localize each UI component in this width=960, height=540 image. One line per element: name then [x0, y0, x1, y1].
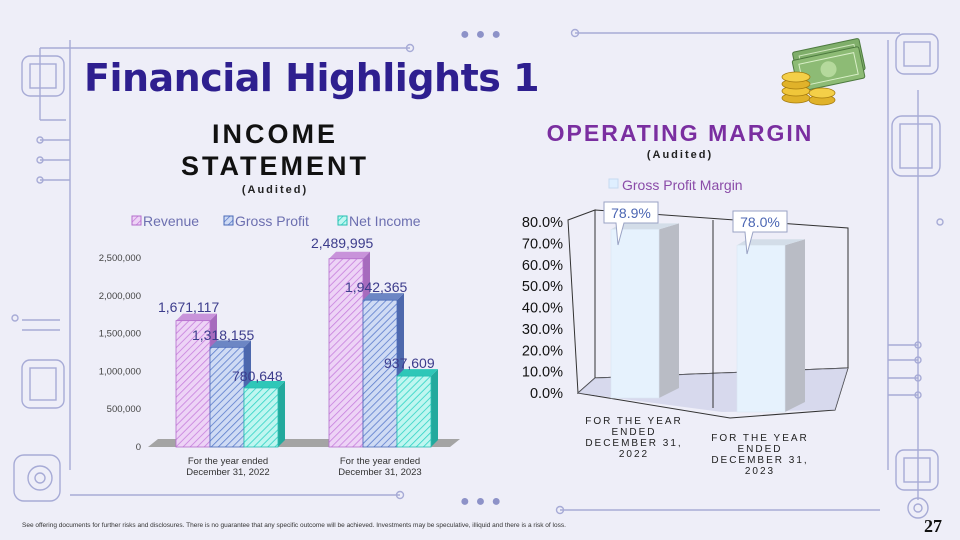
bar-top	[329, 251, 370, 259]
legend-swatch-revenue	[131, 215, 142, 226]
bar-face	[362, 299, 398, 448]
bar-face	[396, 375, 432, 448]
bar-top	[244, 380, 285, 388]
bar-net-income-1	[243, 380, 285, 448]
bar-top	[611, 223, 679, 230]
bar-face	[328, 258, 364, 448]
y-tick-label: 40.0%	[522, 301, 563, 317]
bar-side	[785, 239, 805, 412]
legend-swatch-net-income	[337, 215, 348, 226]
bar-top	[363, 293, 404, 301]
bar-face	[175, 320, 211, 448]
data-label-net-income: 937,609	[384, 355, 435, 371]
callout-text: 78.0%	[740, 214, 780, 230]
page-title: Financial Highlights 1	[84, 56, 540, 100]
operating-margin-heading: OPERATING MARGIN	[546, 120, 814, 146]
bar-side	[431, 369, 438, 447]
data-label-revenue: 2,489,995	[311, 235, 373, 251]
income-statement-subheading: (Audited)	[241, 184, 309, 196]
y-tick-label: 2,000,000	[99, 291, 141, 302]
operating-margin-subheading: (Audited)	[646, 149, 714, 161]
category-label: For the year ended December 31, 2022	[186, 456, 269, 478]
bar-side	[278, 380, 285, 447]
data-label-revenue: 1,671,117	[158, 299, 219, 315]
money-coins-icon	[781, 38, 866, 106]
category-label: FOR THE YEAR ENDED DECEMBER 31, 2022	[585, 416, 683, 460]
margin-chart-bars: 78.9% 78.0%	[603, 201, 805, 413]
y-tick-label: 70.0%	[522, 236, 563, 252]
y-tick-label: 60.0%	[522, 258, 563, 274]
category-label: FOR THE YEAR ENDED DECEMBER 31, 2023	[711, 433, 809, 477]
bar-face	[243, 387, 279, 448]
callout-box	[603, 201, 659, 246]
y-tick-label: 80.0%	[522, 215, 563, 231]
legend-label-net-income: Net Income	[349, 213, 421, 229]
y-tick-label: 20.0%	[522, 343, 563, 359]
category-label: For the year ended December 31, 2023	[338, 456, 421, 478]
disclaimer-footer: See offering documents for further risks…	[22, 522, 566, 529]
y-tick-label: 30.0%	[522, 322, 563, 338]
y-tick-label: 1,000,000	[99, 366, 141, 377]
margin-chart-categories: FOR THE YEAR ENDED DECEMBER 31, 2022 FOR THE…	[585, 416, 809, 477]
bar-top	[176, 313, 217, 321]
top-dots-decoration: ●●●	[460, 26, 507, 43]
income-heading-line1: INCOME	[212, 119, 338, 149]
legend-swatch-gross-profit	[223, 215, 234, 226]
y-tick-label: 50.0%	[522, 279, 563, 295]
y-tick-label: 0.0%	[530, 386, 563, 402]
bar-face	[209, 346, 245, 448]
income-heading-line2: STATEMENT	[181, 151, 369, 181]
bar-side	[659, 223, 679, 398]
legend-label-gross-profit-margin: Gross Profit Margin	[622, 177, 743, 193]
legend-label-gross-profit: Gross Profit	[235, 213, 309, 229]
legend-swatch-gross-profit-margin	[608, 178, 619, 189]
income-statement-heading: INCOME STATEMENT	[150, 118, 400, 182]
data-label-net-income: 780,648	[232, 368, 283, 384]
margin-data-label-2: 78.0%	[732, 210, 788, 255]
callout-box	[732, 210, 788, 255]
bar-top	[397, 369, 438, 377]
y-tick-label: 10.0%	[522, 365, 563, 381]
margin-chart-legend: Gross Profit Margin	[608, 177, 743, 193]
margin-chart-y-axis: 0.0% 10.0% 20.0% 30.0% 40.0% 50.0% 60.0% 70.0% 8…	[522, 215, 563, 402]
y-tick-label: 1,500,000	[99, 329, 141, 340]
margin-chart-3d-frame	[567, 209, 849, 419]
y-tick-label: 500,000	[107, 404, 141, 415]
margin-bar-1	[610, 223, 679, 399]
bar-face	[610, 229, 660, 399]
income-chart-bars: 1,671,117 1,318,155 780,648 2,489,995 1,942,…	[158, 235, 438, 448]
margin-bar-2	[736, 239, 805, 413]
bar-top	[210, 340, 251, 348]
left-wall	[567, 209, 596, 395]
y-tick-label: 0	[136, 442, 141, 453]
data-label-gross-profit: 1,318,155	[192, 327, 254, 343]
page-number: 27	[924, 516, 942, 536]
y-tick-label: 2,500,000	[99, 253, 141, 264]
bar-gross-profit-1	[209, 340, 251, 448]
income-chart-legend: Revenue Gross Profit Net Income	[131, 213, 421, 229]
legend-label-revenue: Revenue	[143, 213, 199, 229]
income-chart-y-axis: 0 500,000 1,000,000 1,500,000 2,000,000 2,500…	[99, 253, 141, 453]
data-label-gross-profit: 1,942,365	[345, 279, 407, 295]
bottom-dots-decoration: ●●●	[460, 493, 507, 510]
bar-net-income-2	[396, 369, 438, 448]
bar-face	[736, 244, 786, 413]
margin-data-label-1: 78.9%	[603, 201, 659, 246]
callout-text: 78.9%	[611, 205, 651, 221]
income-chart-categories: For the year ended December 31, 2022 For t…	[186, 456, 421, 478]
bar-top	[737, 239, 805, 246]
